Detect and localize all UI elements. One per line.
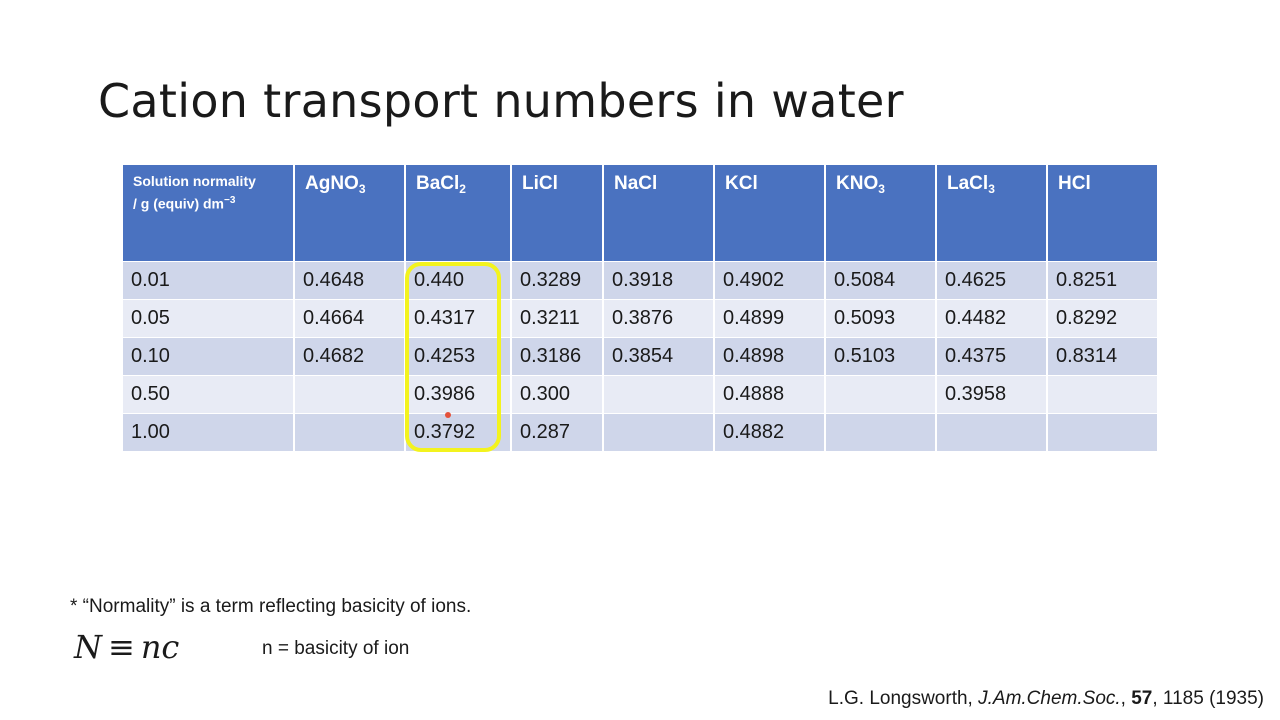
header-hcl-base: HCl: [1058, 173, 1091, 194]
header-licl-base: LiCl: [522, 173, 558, 194]
formula-operator: ≡: [108, 628, 135, 666]
table-cell: 0.05: [123, 298, 295, 337]
header-first-line1: Solution normality: [133, 173, 256, 189]
table-cell: 0.5093: [825, 298, 937, 337]
header-nacl-base: NaCl: [614, 173, 658, 194]
header-agno3: AgNO3: [294, 165, 406, 261]
table-cell: 0.50: [123, 374, 295, 413]
table-cell: 0.4888: [714, 374, 826, 413]
table-cell: 0.4375: [936, 336, 1048, 375]
header-first-line2: / g (equiv) dm: [133, 195, 224, 212]
table-cell: [936, 412, 1048, 451]
citation: L.G. Longsworth, J.Am.Chem.Soc., 57, 118…: [828, 688, 1264, 709]
table-cell: 0.4898: [714, 336, 826, 375]
bacl2-highlight-box: [405, 262, 501, 452]
header-row: Solution normality / g (equiv) dm−3 AgNO…: [123, 165, 1157, 261]
table-cell: 0.8251: [1047, 260, 1157, 299]
table-cell: 0.10: [123, 336, 295, 375]
table-cell: [825, 412, 937, 451]
table-cell: 0.287: [511, 412, 604, 451]
header-nacl: NaCl: [603, 165, 715, 261]
header-hcl: HCl: [1047, 165, 1157, 261]
table-cell: 0.3186: [511, 336, 604, 375]
table-cell: 0.3854: [603, 336, 715, 375]
citation-journal: J.Am.Chem.Soc.: [978, 688, 1121, 709]
table-cell: 0.3918: [603, 260, 715, 299]
formula-rhs: nc: [140, 628, 180, 666]
table-cell: [825, 374, 937, 413]
header-bacl2-sub: 2: [459, 182, 466, 196]
table-cell: 0.3876: [603, 298, 715, 337]
table-row: 0.01 0.4648 0.440 0.3289 0.3918 0.4902 0…: [123, 260, 1157, 299]
table-cell: 0.5084: [825, 260, 937, 299]
table-cell: [1047, 374, 1157, 413]
laser-pointer-dot: [445, 412, 451, 418]
table-cell: 0.3792: [405, 412, 512, 451]
header-solution-normality: Solution normality / g (equiv) dm−3: [123, 165, 295, 261]
header-kcl-base: KCl: [725, 173, 758, 194]
table-cell: 0.4682: [294, 336, 406, 375]
table-cell: 0.01: [123, 260, 295, 299]
table-cell: [294, 374, 406, 413]
table-cell: 0.4899: [714, 298, 826, 337]
transport-numbers-table: Solution normality / g (equiv) dm−3 AgNO…: [123, 165, 1157, 451]
table-row: 0.50 0.3986 0.300 0.4888 0.3958: [123, 374, 1157, 413]
normality-formula: N ≡ nc: [74, 628, 179, 666]
table-cell: 0.300: [511, 374, 604, 413]
table-cell: 0.4482: [936, 298, 1048, 337]
table-cell: 0.4253: [405, 336, 512, 375]
table-cell: 0.3958: [936, 374, 1048, 413]
header-agno3-base: AgNO: [305, 173, 359, 194]
table-cell: 0.5103: [825, 336, 937, 375]
header-lacl3: LaCl3: [936, 165, 1048, 261]
table-cell: [603, 374, 715, 413]
table-cell: 0.4664: [294, 298, 406, 337]
table-cell: 0.4317: [405, 298, 512, 337]
table-cell: [294, 412, 406, 451]
table-cell: 0.8314: [1047, 336, 1157, 375]
table-cell: 0.4882: [714, 412, 826, 451]
header-agno3-sub: 3: [358, 182, 366, 196]
header-kno3: KNO3: [825, 165, 937, 261]
header-lacl3-sub: 3: [988, 182, 995, 196]
table-cell: 0.3986: [405, 374, 512, 413]
citation-authors: L.G. Longsworth,: [828, 688, 973, 709]
formula-lhs: N: [74, 628, 102, 666]
header-licl: LiCl: [511, 165, 604, 261]
table-cell: 0.4902: [714, 260, 826, 299]
header-bacl2: BaCl2: [405, 165, 512, 261]
table-row: 0.05 0.4664 0.4317 0.3211 0.3876 0.4899 …: [123, 298, 1157, 337]
formula-note: n = basicity of ion: [262, 638, 410, 659]
table-cell: 1.00: [123, 412, 295, 451]
header-kno3-base: KNO: [836, 173, 879, 194]
citation-volume: 57: [1131, 688, 1153, 709]
table-row: 0.10 0.4682 0.4253 0.3186 0.3854 0.4898 …: [123, 336, 1157, 375]
normality-footnote: * “Normality” is a term reflecting basic…: [70, 596, 472, 617]
table-cell: 0.3211: [511, 298, 604, 337]
header-first-exponent: −3: [224, 195, 236, 206]
header-lacl3-base: LaCl: [947, 173, 989, 194]
header-kcl: KCl: [714, 165, 826, 261]
header-kno3-sub: 3: [878, 182, 885, 196]
citation-rest: , 1185 (1935): [1152, 688, 1264, 709]
slide-title: Cation transport numbers in water: [98, 74, 904, 128]
table-cell: [603, 412, 715, 451]
header-bacl2-base: BaCl: [416, 173, 460, 194]
table-cell: 0.3289: [511, 260, 604, 299]
table-cell: 0.4648: [294, 260, 406, 299]
table-cell: [1047, 412, 1157, 451]
table-row: 1.00 0.3792 0.287 0.4882: [123, 412, 1157, 451]
table-cell: 0.8292: [1047, 298, 1157, 337]
table-cell: 0.4625: [936, 260, 1048, 299]
